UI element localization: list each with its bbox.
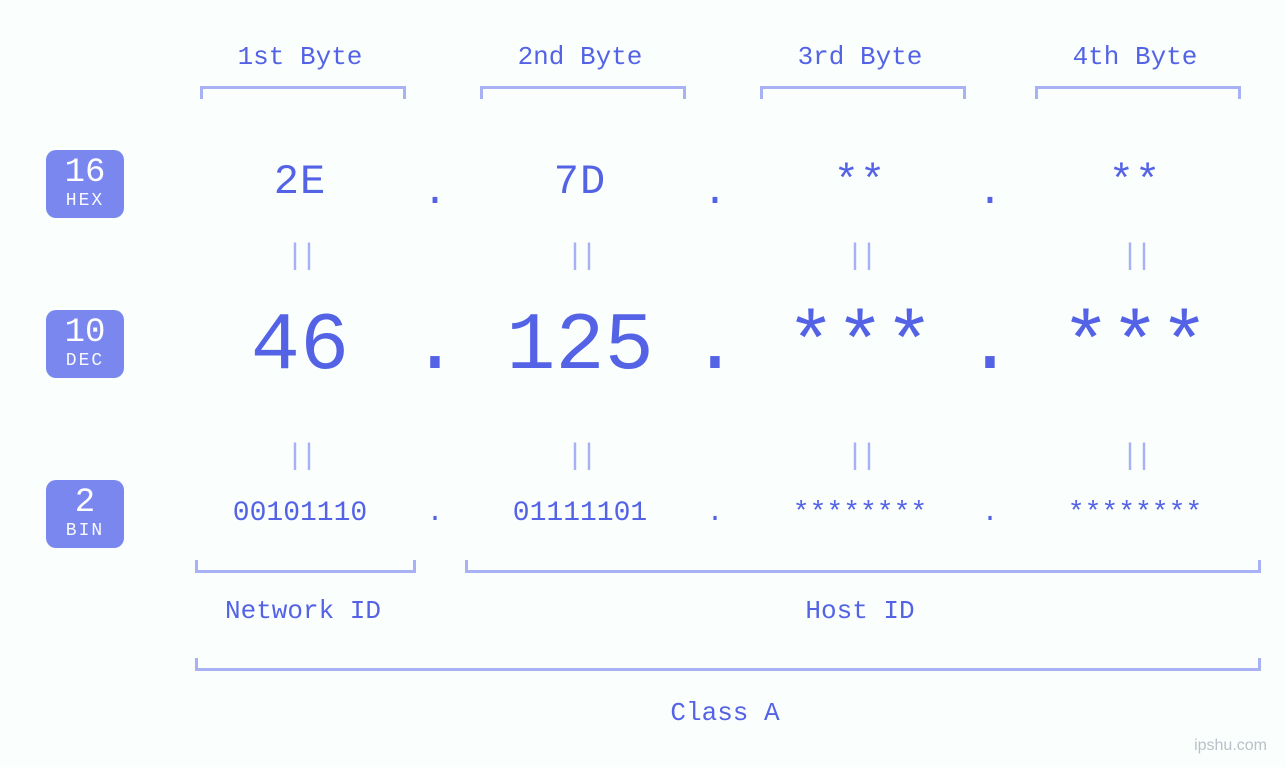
dec-byte-4: ***: [1061, 300, 1209, 393]
byte-header-1: 1st Byte: [200, 42, 400, 72]
network-id-bracket: [195, 560, 416, 573]
hex-byte-3: **: [834, 158, 886, 206]
hex-dot-2: .: [702, 168, 727, 216]
hex-dot-1: .: [422, 168, 447, 216]
header-bracket-3: [760, 86, 966, 99]
bin-byte-1: 00101110: [233, 498, 367, 529]
hex-byte-1: 2E: [274, 158, 326, 206]
byte-header-2: 2nd Byte: [480, 42, 680, 72]
dec-byte-1: 46: [251, 300, 349, 393]
badge-bin: 2 BIN: [46, 480, 124, 548]
bin-byte-2: 01111101: [513, 498, 647, 529]
bin-byte-4: ********: [1068, 498, 1202, 529]
hex-dot-3: .: [977, 168, 1002, 216]
header-bracket-2: [480, 86, 686, 99]
badge-bin-number: 2: [46, 486, 124, 520]
badge-hex: 16 HEX: [46, 150, 124, 218]
eq-upper-2: ||: [566, 240, 594, 274]
eq-upper-4: ||: [1121, 240, 1149, 274]
badge-hex-number: 16: [46, 156, 124, 190]
badge-hex-label: HEX: [46, 192, 124, 210]
eq-lower-4: ||: [1121, 440, 1149, 474]
byte-header-3: 3rd Byte: [760, 42, 960, 72]
header-bracket-4: [1035, 86, 1241, 99]
byte-header-4: 4th Byte: [1035, 42, 1235, 72]
badge-dec: 10 DEC: [46, 310, 124, 378]
class-bracket: [195, 658, 1261, 671]
dec-byte-3: ***: [786, 300, 934, 393]
network-id-label: Network ID: [225, 596, 381, 626]
host-id-label: Host ID: [805, 596, 914, 626]
hex-byte-2: 7D: [554, 158, 606, 206]
eq-lower-2: ||: [566, 440, 594, 474]
class-label: Class A: [670, 698, 779, 728]
eq-upper-3: ||: [846, 240, 874, 274]
dec-dot-2: .: [690, 300, 739, 393]
hex-byte-4: **: [1109, 158, 1161, 206]
eq-lower-1: ||: [286, 440, 314, 474]
bin-dot-2: .: [707, 498, 724, 529]
badge-dec-label: DEC: [46, 352, 124, 370]
eq-lower-3: ||: [846, 440, 874, 474]
eq-upper-1: ||: [286, 240, 314, 274]
ip-representation-diagram: 16 HEX 10 DEC 2 BIN 1st Byte 2nd Byte 3r…: [0, 0, 1285, 767]
badge-dec-number: 10: [46, 316, 124, 350]
host-id-bracket: [465, 560, 1261, 573]
header-bracket-1: [200, 86, 406, 99]
dec-dot-3: .: [965, 300, 1014, 393]
bin-dot-1: .: [427, 498, 444, 529]
dec-dot-1: .: [410, 300, 459, 393]
watermark: ipshu.com: [1194, 737, 1267, 755]
bin-byte-3: ********: [793, 498, 927, 529]
badge-bin-label: BIN: [46, 522, 124, 540]
dec-byte-2: 125: [506, 300, 654, 393]
bin-dot-3: .: [982, 498, 999, 529]
